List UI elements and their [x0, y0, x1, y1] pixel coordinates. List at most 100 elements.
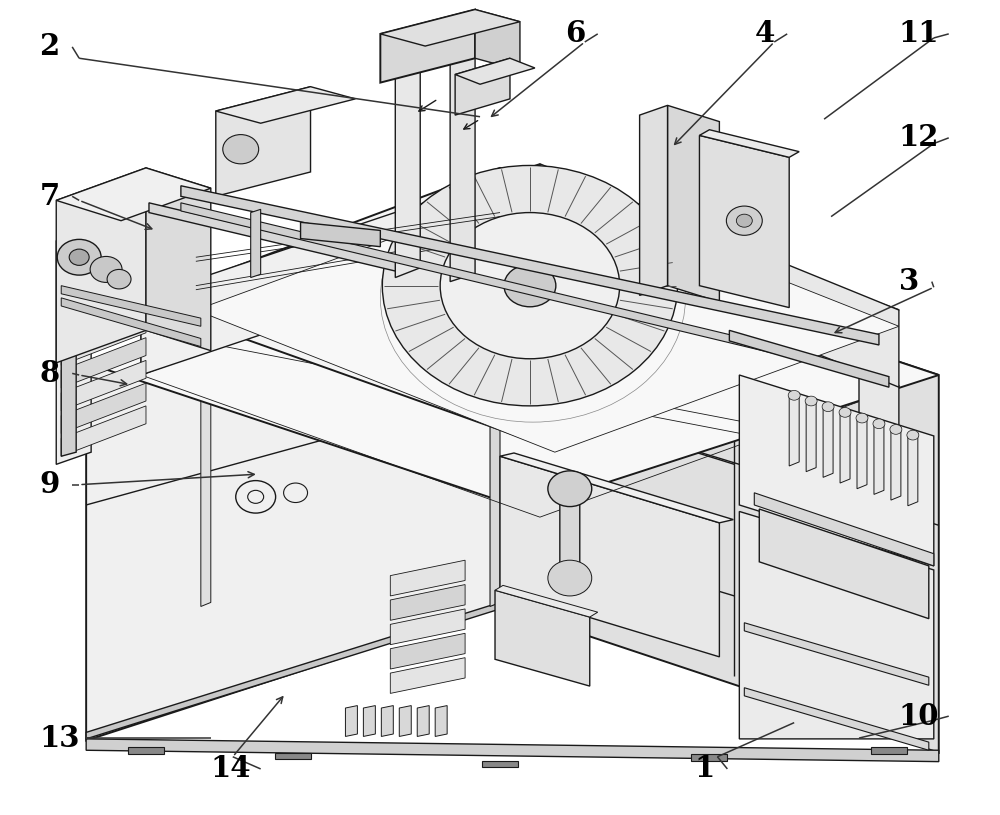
Circle shape	[736, 214, 752, 227]
Polygon shape	[823, 404, 833, 478]
Polygon shape	[61, 315, 146, 365]
Polygon shape	[490, 387, 500, 606]
Polygon shape	[874, 421, 884, 495]
Polygon shape	[744, 688, 929, 751]
Text: 14: 14	[211, 755, 251, 783]
Circle shape	[504, 265, 556, 306]
Circle shape	[107, 270, 131, 289]
Text: 6: 6	[565, 20, 585, 48]
Polygon shape	[61, 292, 146, 342]
Text: 7: 7	[39, 182, 60, 211]
Circle shape	[57, 240, 101, 275]
Polygon shape	[744, 623, 929, 685]
Polygon shape	[739, 375, 934, 566]
Polygon shape	[56, 168, 211, 221]
Polygon shape	[61, 221, 76, 456]
Polygon shape	[395, 30, 420, 50]
Polygon shape	[61, 297, 201, 346]
Polygon shape	[56, 229, 231, 297]
Polygon shape	[540, 164, 899, 387]
Polygon shape	[840, 410, 850, 483]
Polygon shape	[216, 86, 355, 123]
Text: 10: 10	[899, 702, 939, 730]
Polygon shape	[141, 278, 196, 375]
Polygon shape	[640, 105, 668, 295]
Polygon shape	[363, 706, 375, 737]
Polygon shape	[390, 658, 465, 694]
Polygon shape	[417, 706, 429, 737]
Polygon shape	[859, 371, 899, 459]
Polygon shape	[86, 229, 939, 509]
Polygon shape	[61, 360, 146, 411]
Text: 3: 3	[899, 267, 919, 296]
Polygon shape	[450, 34, 475, 282]
Text: 11: 11	[899, 20, 939, 48]
Polygon shape	[61, 337, 146, 388]
Circle shape	[890, 425, 902, 434]
Polygon shape	[61, 286, 201, 326]
Polygon shape	[668, 105, 719, 302]
Polygon shape	[251, 209, 261, 278]
Polygon shape	[806, 399, 816, 472]
Polygon shape	[699, 135, 789, 307]
Polygon shape	[56, 168, 146, 363]
Polygon shape	[500, 229, 939, 753]
Polygon shape	[141, 168, 899, 444]
Polygon shape	[181, 203, 779, 355]
Polygon shape	[455, 58, 510, 115]
Circle shape	[223, 134, 259, 164]
Polygon shape	[201, 387, 211, 606]
Polygon shape	[301, 222, 380, 247]
Text: 8: 8	[39, 359, 60, 388]
Polygon shape	[908, 433, 918, 506]
Text: 13: 13	[39, 724, 80, 752]
Polygon shape	[482, 761, 518, 767]
Polygon shape	[399, 706, 411, 737]
Text: 12: 12	[899, 123, 939, 152]
Polygon shape	[380, 10, 475, 82]
Circle shape	[69, 249, 89, 266]
Polygon shape	[390, 633, 465, 669]
Polygon shape	[495, 590, 590, 686]
Polygon shape	[345, 706, 357, 737]
Polygon shape	[61, 406, 146, 456]
Polygon shape	[216, 86, 311, 196]
Circle shape	[873, 419, 885, 429]
Polygon shape	[86, 229, 500, 741]
Polygon shape	[871, 747, 907, 754]
Polygon shape	[128, 747, 164, 754]
Polygon shape	[729, 330, 889, 387]
Circle shape	[805, 396, 817, 406]
Polygon shape	[789, 393, 799, 466]
Polygon shape	[381, 706, 393, 737]
Polygon shape	[275, 753, 311, 760]
Polygon shape	[61, 247, 146, 297]
Polygon shape	[395, 41, 420, 278]
Polygon shape	[495, 585, 598, 617]
Polygon shape	[455, 58, 535, 84]
Polygon shape	[435, 706, 447, 737]
Circle shape	[822, 402, 834, 412]
Circle shape	[90, 257, 122, 283]
Polygon shape	[181, 186, 879, 345]
Circle shape	[726, 206, 762, 236]
Polygon shape	[61, 201, 146, 252]
Polygon shape	[149, 203, 395, 271]
Polygon shape	[61, 383, 146, 434]
Circle shape	[548, 471, 592, 507]
Polygon shape	[196, 184, 899, 452]
Polygon shape	[500, 456, 719, 657]
Circle shape	[440, 213, 620, 359]
Text: 4: 4	[754, 20, 775, 48]
Circle shape	[382, 165, 678, 406]
Polygon shape	[146, 168, 211, 350]
Text: 9: 9	[39, 470, 60, 499]
Polygon shape	[475, 10, 520, 70]
Polygon shape	[141, 164, 540, 375]
Polygon shape	[61, 224, 146, 275]
Polygon shape	[56, 229, 91, 465]
Polygon shape	[86, 602, 500, 739]
Polygon shape	[754, 493, 934, 566]
Circle shape	[907, 430, 919, 440]
Polygon shape	[390, 609, 465, 645]
